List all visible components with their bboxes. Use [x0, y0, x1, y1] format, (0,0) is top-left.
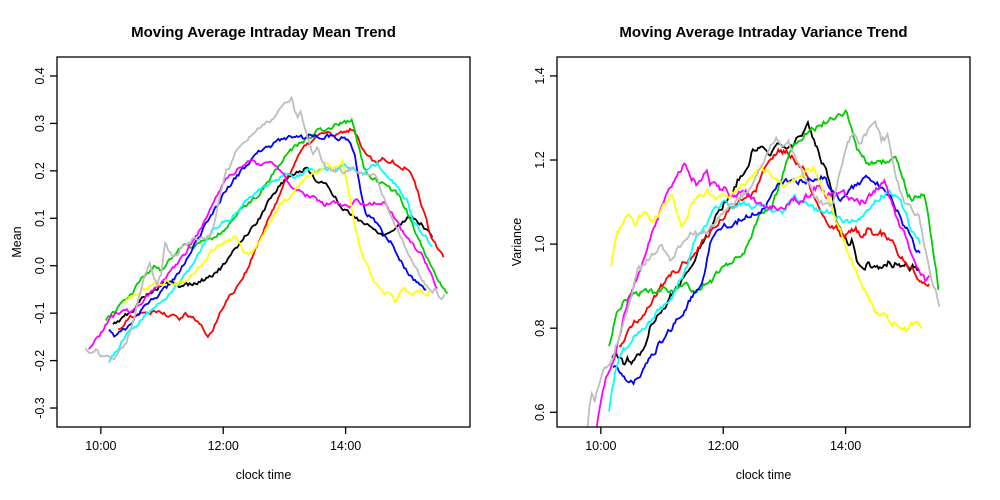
series-line-day-6-magenta	[87, 158, 439, 350]
x-axis-label: clock time	[736, 468, 792, 482]
series-line-day-7-yellow	[123, 157, 431, 304]
y-tick-label: -0.3	[33, 397, 47, 419]
y-tick-label: 0.4	[33, 67, 47, 84]
series-group	[586, 108, 941, 427]
plot-box	[56, 56, 471, 428]
x-tick-label: 10:00	[85, 439, 116, 453]
chart-title: Moving Average Intraday Mean Trend	[131, 24, 396, 41]
series-line-day-4-blue	[612, 174, 921, 386]
series-line-day-5-cyan	[108, 160, 433, 363]
series-line-day-2-red	[619, 147, 930, 348]
series-line-day-6-magenta	[595, 162, 930, 427]
series-line-day-8-gray	[586, 119, 941, 427]
x-tick-label: 12:00	[708, 439, 739, 453]
y-tick-label: 1.4	[533, 67, 547, 84]
y-tick-label: 0.2	[33, 162, 47, 179]
series-line-day-3-green	[608, 108, 940, 347]
y-tick-label: 0.3	[33, 115, 47, 132]
plot-box	[556, 56, 971, 428]
series-group	[84, 95, 449, 363]
x-axis-label: clock time	[236, 468, 292, 482]
y-tick-label: 0.0	[33, 257, 47, 274]
y-tick-label: -0.1	[33, 302, 47, 324]
series-line-day-7-yellow	[610, 165, 923, 334]
x-tick-label: 14:00	[330, 439, 361, 453]
chart-title: Moving Average Intraday Variance Trend	[619, 24, 907, 41]
y-tick-label: 0.8	[533, 319, 547, 336]
variance-trend-panel: Moving Average Intraday Variance Trend 10…	[500, 0, 1000, 500]
series-line-day-2-red	[118, 127, 445, 339]
mean-trend-panel: Moving Average Intraday Mean Trend 10:00 1…	[10, 24, 471, 482]
y-tick-label: -0.2	[33, 350, 47, 372]
y-tick-label: 1.2	[533, 151, 547, 168]
y-axis-label: Mean	[10, 226, 24, 257]
variance-trend-chart: Moving Average Intraday Variance Trend 10…	[510, 24, 971, 482]
y-axis-label: Variance	[510, 218, 524, 266]
y-tick-label: 1.0	[533, 235, 547, 252]
y-tick-label: 0.6	[533, 404, 547, 421]
x-tick-label: 10:00	[585, 439, 616, 453]
series-line-day-8-gray	[84, 95, 446, 361]
series-line-day-1-black	[112, 166, 434, 325]
y-tick-label: 0.1	[33, 210, 47, 227]
x-tick-label: 14:00	[830, 439, 861, 453]
mean-trend-chart: Moving Average Intraday Mean Trend 10:00 1…	[10, 24, 471, 482]
x-tick-label: 12:00	[208, 439, 239, 453]
series-line-day-4-blue	[108, 132, 427, 338]
